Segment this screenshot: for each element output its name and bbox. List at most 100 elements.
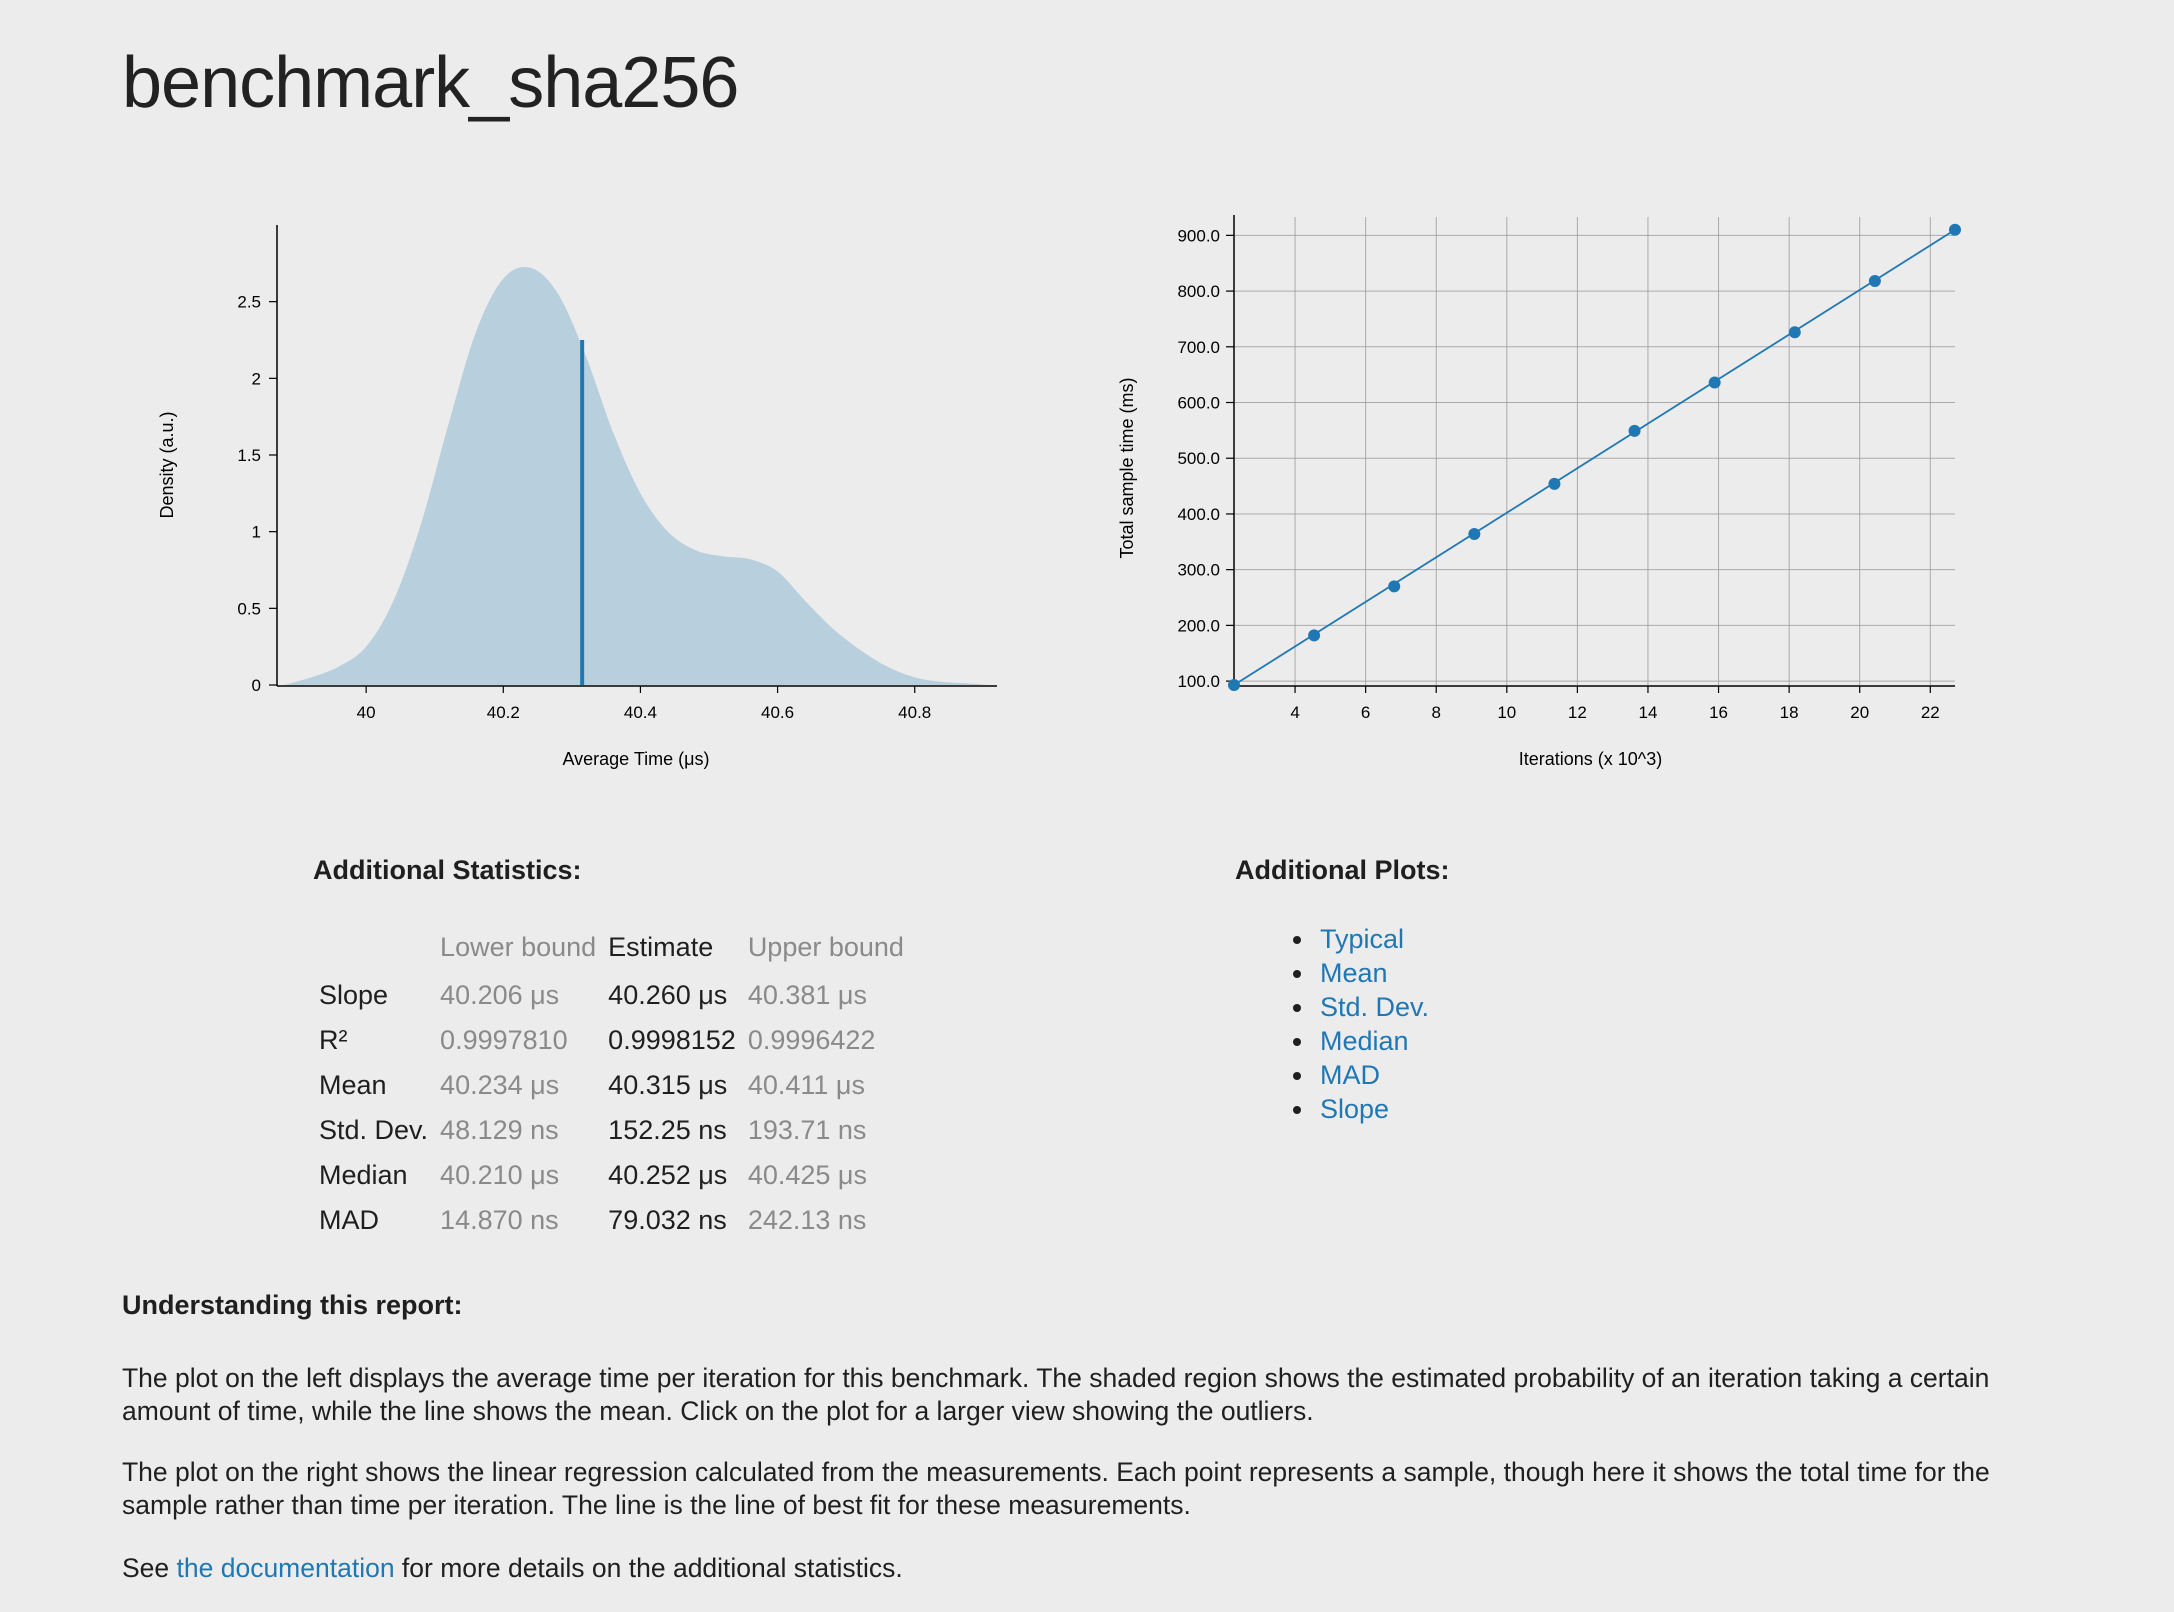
sample-point <box>1949 223 1961 236</box>
sample-point <box>1388 580 1401 593</box>
stat-upper: 40.381 μs <box>747 980 867 1010</box>
stat-upper: 40.411 μs <box>747 1070 865 1100</box>
y-axis-title: Density (a.u.) <box>157 411 177 518</box>
stat-estimate: 79.032 ns <box>608 1205 727 1235</box>
stat-upper: 0.9996422 <box>747 1025 876 1055</box>
x-tick-label: 40.6 <box>761 703 794 722</box>
x-tick-label: 14 <box>1639 703 1658 722</box>
list-item: Typical <box>1316 922 1429 956</box>
regression-chart-svg: 4 6 8 10 12 14 16 18 20 22 100.0 200.0 300.0 400.0 500… <box>1117 215 1961 769</box>
density-chart-svg[interactable]: 40 40.2 40.4 40.6 40.8 0 0.5 1 1.5 2 2.5 Average Ti… <box>140 210 1020 790</box>
stat-lower: 0.9997810 <box>440 1025 568 1055</box>
y-tick-label: 500.0 <box>1177 449 1220 468</box>
stat-name: Median <box>319 1160 408 1190</box>
density-area <box>283 267 991 685</box>
x-axis-title: Iterations (x 10^3) <box>1519 749 1663 769</box>
stat-upper: 40.425 μs <box>747 1160 867 1190</box>
x-tick-label: 6 <box>1361 703 1370 722</box>
documentation-note-prefix: See <box>122 1553 177 1583</box>
sample-point <box>1868 275 1881 288</box>
stat-upper: 242.13 ns <box>747 1205 867 1235</box>
x-tick-label: 40.4 <box>624 703 657 722</box>
y-tick-label: 900.0 <box>1177 226 1220 245</box>
list-item: Median <box>1316 1024 1429 1058</box>
typical-plot-link[interactable]: Typical <box>1320 924 1405 954</box>
y-tick-label: 700.0 <box>1177 338 1220 357</box>
stat-lower: 48.129 ns <box>440 1115 559 1145</box>
upper-bound-header: Upper bound <box>747 932 904 962</box>
stat-name: Slope <box>319 980 389 1010</box>
sample-point <box>1628 424 1641 437</box>
statistics-table: Lower bound Estimate Upper bound Slope 4… <box>313 928 910 1243</box>
x-tick-label: 20 <box>1850 703 1869 722</box>
list-item: Mean <box>1316 956 1429 990</box>
x-tick-label: 10 <box>1497 703 1516 722</box>
table-row: Mean 40.234 μs 40.315 μs 40.411 μs <box>313 1063 910 1108</box>
understanding-heading: Understanding this report: <box>122 1290 463 1320</box>
x-tick-label: 40.2 <box>487 703 520 722</box>
x-tick-label: 16 <box>1709 703 1728 722</box>
density-plot[interactable]: 40 40.2 40.4 40.6 40.8 0 0.5 1 1.5 2 2.5 Average Ti… <box>140 210 1020 790</box>
right-plot-explanation: The plot on the right shows the linear r… <box>122 1457 1990 1520</box>
y-tick-label: 0 <box>252 676 261 695</box>
sample-point <box>1788 326 1801 339</box>
stat-lower: 14.870 ns <box>440 1205 559 1235</box>
lower-bound-header: Lower bound <box>440 932 597 962</box>
std-dev-plot-link[interactable]: Std. Dev. <box>1320 992 1430 1022</box>
x-axis-title: Average Time (μs) <box>562 749 709 769</box>
x-tick-label: 18 <box>1780 703 1799 722</box>
regression-plot: 4 6 8 10 12 14 16 18 20 22 100.0 200.0 300.0 400.0 500… <box>1100 210 1980 790</box>
documentation-note: See the documentation for more details o… <box>122 1552 2052 1585</box>
table-row: R² 0.9997810 0.9998152 0.9996422 <box>313 1018 910 1063</box>
x-tick-label: 12 <box>1568 703 1587 722</box>
table-row: MAD 14.870 ns 79.032 ns 242.13 ns <box>313 1198 910 1243</box>
y-axis-title: Total sample time (ms) <box>1117 377 1137 558</box>
y-tick-label: 2 <box>252 369 261 388</box>
table-row: Slope 40.206 μs 40.260 μs 40.381 μs <box>313 973 910 1018</box>
stat-name: Std. Dev. <box>319 1115 429 1145</box>
y-tick-label: 100.0 <box>1177 672 1220 691</box>
empty-header-cell <box>313 928 434 973</box>
list-item: Slope <box>1316 1092 1429 1126</box>
page-title: benchmark_sha256 <box>122 43 739 123</box>
x-tick-label: 40 <box>357 703 376 722</box>
y-tick-label: 200.0 <box>1177 616 1220 635</box>
y-tick-label: 2.5 <box>237 293 261 312</box>
estimate-header: Estimate <box>608 932 714 962</box>
y-tick-label: 300.0 <box>1177 561 1220 580</box>
x-tick-label: 22 <box>1921 703 1940 722</box>
stat-name: MAD <box>319 1205 379 1235</box>
y-tick-label: 800.0 <box>1177 282 1220 301</box>
additional-statistics-heading: Additional Statistics: <box>313 855 582 885</box>
stat-upper: 193.71 ns <box>747 1115 867 1145</box>
y-tick-label: 600.0 <box>1177 394 1220 413</box>
stat-lower: 40.210 μs <box>440 1160 560 1190</box>
median-plot-link[interactable]: Median <box>1320 1026 1409 1056</box>
sample-point <box>1468 528 1481 541</box>
list-item: MAD <box>1316 1058 1429 1092</box>
y-tick-label: 1.5 <box>237 446 261 465</box>
y-tick-label: 400.0 <box>1177 505 1220 524</box>
y-tick-label: 0.5 <box>237 599 261 618</box>
table-row: Median 40.210 μs 40.252 μs 40.425 μs <box>313 1153 910 1198</box>
additional-plots-heading: Additional Plots: <box>1235 855 1450 885</box>
sample-point <box>1308 629 1321 642</box>
left-plot-explanation: The plot on the left displays the averag… <box>122 1363 1990 1426</box>
stat-estimate: 40.260 μs <box>608 980 728 1010</box>
stat-name: R² <box>319 1025 348 1055</box>
stat-estimate: 152.25 ns <box>608 1115 727 1145</box>
slope-plot-link[interactable]: Slope <box>1320 1094 1390 1124</box>
x-tick-label: 40.8 <box>898 703 931 722</box>
mean-plot-link[interactable]: Mean <box>1320 958 1388 988</box>
table-row: Std. Dev. 48.129 ns 152.25 ns 193.71 ns <box>313 1108 910 1153</box>
stat-estimate: 0.9998152 <box>608 1025 736 1055</box>
statistics-header-row: Lower bound Estimate Upper bound <box>313 928 910 973</box>
documentation-link[interactable]: the documentation <box>176 1553 395 1583</box>
stat-lower: 40.234 μs <box>440 1070 560 1100</box>
stat-estimate: 40.252 μs <box>608 1160 728 1190</box>
list-item: Std. Dev. <box>1316 990 1429 1024</box>
sample-point <box>1548 477 1561 490</box>
regression-fit-line <box>1233 229 1956 686</box>
y-tick-label: 1 <box>252 523 261 542</box>
mad-plot-link[interactable]: MAD <box>1320 1060 1380 1090</box>
